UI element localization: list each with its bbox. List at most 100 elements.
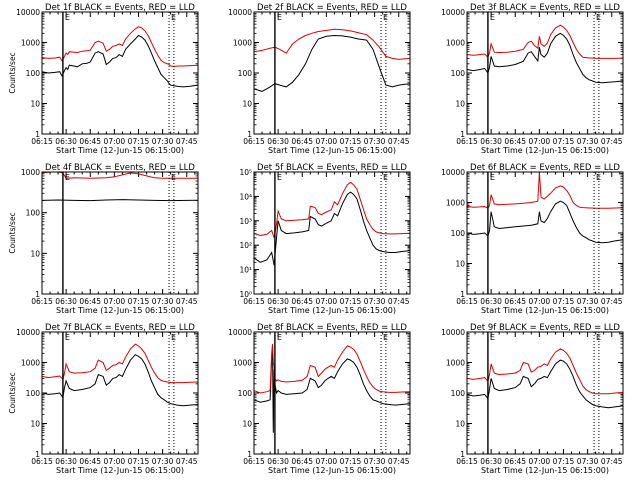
- y-tick-label: 100: [451, 229, 466, 238]
- time-marker-label: E: [383, 13, 388, 22]
- y-tick-label: 1: [35, 130, 40, 139]
- x-tick-label: 07:45: [176, 457, 198, 466]
- x-tick-label: 07:30: [577, 297, 599, 306]
- panel-5: Det 5f BLACK = Events, RED = LLD 10⁰ 10¹ 10…: [239, 163, 411, 315]
- x-tick-label: 07:30: [152, 297, 174, 306]
- time-marker-label: E: [383, 173, 388, 182]
- x-tick-label: 06:45: [504, 137, 526, 146]
- panel-title: Det 8f BLACK = Events, RED = LLD: [257, 323, 407, 333]
- x-tick-label: 07:45: [176, 137, 198, 146]
- x-tick-label: 07:15: [340, 457, 362, 466]
- y-tick-label: 1: [247, 130, 252, 139]
- x-tick-label: 06:15: [31, 137, 53, 146]
- x-tick-label: 07:15: [128, 137, 150, 146]
- x-tick-label: 06:45: [79, 297, 101, 306]
- time-marker-label: E: [171, 13, 176, 22]
- y-axis-label: Counts/sec: [8, 52, 17, 93]
- lld-series-line: [467, 172, 623, 209]
- x-tick-label: 07:45: [388, 457, 410, 466]
- panel-title: Det 2f BLACK = Events, RED = LLD: [257, 3, 407, 13]
- x-axis-label: Start Time (12-Jun-15 06:15:00): [481, 466, 609, 475]
- x-tick-label: 06:45: [79, 457, 101, 466]
- x-axis-label: Start Time (12-Jun-15 06:15:00): [56, 466, 184, 475]
- plot-frame: [41, 331, 199, 455]
- time-marker-label: E: [490, 333, 495, 342]
- lld-series-line: [254, 181, 410, 239]
- time-marker-label: E: [596, 333, 601, 342]
- y-tick-label: 100: [26, 209, 41, 218]
- lld-series-line: [42, 343, 198, 384]
- x-tick-label: 06:15: [243, 457, 265, 466]
- x-tick-label: 07:45: [601, 297, 623, 306]
- y-tick-label: 1: [35, 450, 40, 459]
- events-series-line: [254, 191, 410, 266]
- y-tick-label: 10³: [239, 217, 252, 226]
- x-tick-label: 06:15: [31, 457, 53, 466]
- plot-frame: [253, 11, 411, 135]
- y-tick-label: 1000: [21, 39, 40, 48]
- x-axis-label: Start Time (12-Jun-15 06:15:00): [268, 146, 396, 155]
- panel-title: Det 5f BLACK = Events, RED = LLD: [257, 163, 407, 173]
- x-tick-label: 06:45: [79, 137, 101, 146]
- x-tick-label: 06:30: [480, 137, 502, 146]
- x-tick-label: 06:45: [291, 137, 313, 146]
- panel-title: Det 9f BLACK = Events, RED = LLD: [470, 323, 620, 333]
- x-tick-label: 06:45: [504, 297, 526, 306]
- time-marker-label: E: [171, 173, 176, 182]
- x-tick-label: 07:00: [529, 137, 551, 146]
- x-tick-label: 07:30: [364, 297, 386, 306]
- x-tick-label: 07:15: [553, 137, 575, 146]
- time-marker-label: E: [277, 13, 282, 22]
- x-tick-label: 07:00: [529, 297, 551, 306]
- x-tick-label: 06:15: [456, 137, 478, 146]
- y-tick-label: 1: [35, 290, 40, 299]
- x-tick-label: 07:00: [104, 137, 126, 146]
- time-marker-label: E: [490, 173, 495, 182]
- time-marker-label: E: [65, 333, 70, 342]
- y-tick-label: 100: [238, 69, 253, 78]
- time-marker-label: E: [383, 333, 388, 342]
- x-tick-label: 07:30: [152, 137, 174, 146]
- plot-frame: [466, 331, 624, 455]
- events-series-line: [42, 354, 198, 407]
- panel-2: Det 2f BLACK = Events, RED = LLD 1 10 100 10…: [228, 3, 411, 155]
- y-tick-label: 1: [460, 130, 465, 139]
- y-tick-label: 10000: [441, 328, 465, 337]
- y-tick-label: 1000: [233, 359, 252, 368]
- y-tick-label: 1000: [21, 168, 40, 177]
- x-tick-label: 07:15: [128, 457, 150, 466]
- x-tick-label: 07:15: [128, 297, 150, 306]
- x-tick-label: 07:15: [553, 297, 575, 306]
- x-tick-label: 06:15: [456, 457, 478, 466]
- panel-6: Det 6f BLACK = Events, RED = LLD 1 10 100 10…: [441, 163, 624, 315]
- y-tick-label: 10⁵: [239, 168, 252, 177]
- x-tick-label: 06:30: [267, 297, 289, 306]
- y-tick-label: 100: [238, 389, 253, 398]
- panel-3: Det 3f BLACK = Events, RED = LLD 1 10 100 10…: [441, 3, 624, 155]
- plot-frame: [41, 11, 199, 135]
- x-axis-label: Start Time (12-Jun-15 06:15:00): [481, 146, 609, 155]
- y-tick-label: 10000: [228, 8, 252, 17]
- y-tick-label: 10: [242, 100, 252, 109]
- events-series-line: [467, 359, 623, 409]
- panel-title: Det 1f BLACK = Events, RED = LLD: [45, 3, 195, 13]
- panel-title: Det 3f BLACK = Events, RED = LLD: [470, 3, 620, 13]
- x-tick-label: 07:00: [104, 457, 126, 466]
- y-tick-label: 10000: [228, 328, 252, 337]
- x-tick-label: 07:45: [601, 137, 623, 146]
- x-tick-label: 07:30: [364, 137, 386, 146]
- y-tick-label: 10: [30, 420, 40, 429]
- plot-frame: [253, 331, 411, 455]
- y-tick-label: 1000: [446, 39, 465, 48]
- x-tick-label: 06:45: [504, 457, 526, 466]
- plot-frame: [41, 171, 199, 295]
- x-axis-label: Start Time (12-Jun-15 06:15:00): [268, 306, 396, 315]
- y-tick-label: 1000: [446, 199, 465, 208]
- x-tick-label: 06:30: [480, 297, 502, 306]
- lld-series-line: [254, 28, 410, 60]
- y-tick-label: 10: [455, 260, 465, 269]
- x-tick-label: 06:30: [55, 297, 77, 306]
- panel-title: Det 7f BLACK = Events, RED = LLD: [45, 323, 195, 333]
